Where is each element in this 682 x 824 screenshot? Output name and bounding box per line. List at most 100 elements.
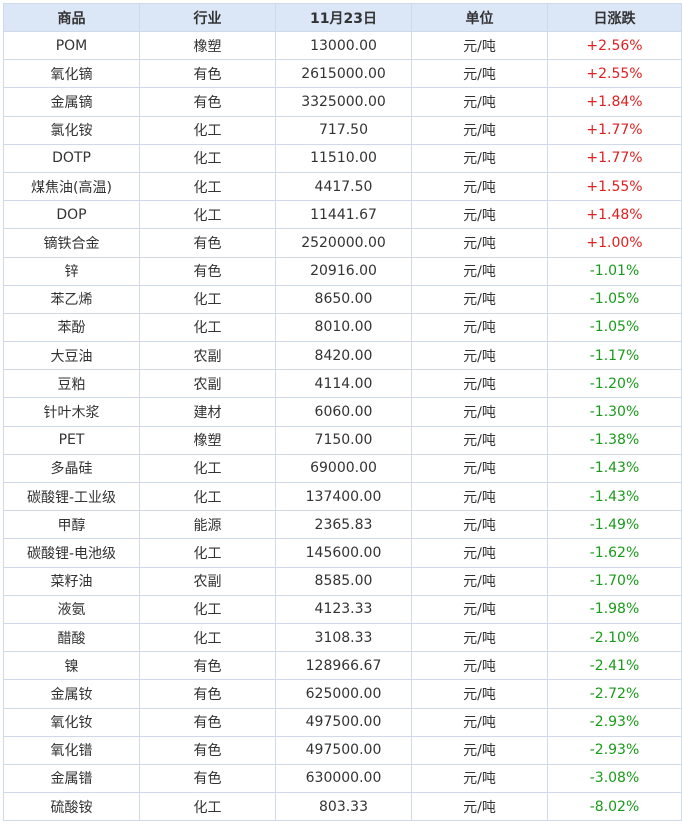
change-cell: +1.00% bbox=[547, 228, 682, 258]
unit-cell: 元/吨 bbox=[411, 538, 548, 568]
price-cell: 128966.67 bbox=[275, 651, 412, 681]
table-row: 氯化铵 化工 717.50 元/吨 +1.77% bbox=[3, 115, 682, 145]
change-cell: -8.02% bbox=[547, 792, 682, 822]
table-row: PET 橡塑 7150.00 元/吨 -1.38% bbox=[3, 425, 682, 455]
change-cell: -2.10% bbox=[547, 622, 682, 653]
industry-cell: 有色 bbox=[139, 59, 276, 89]
table-row: 碳酸锂-工业级 化工 137400.00 元/吨 -1.43% bbox=[3, 481, 682, 512]
unit-cell: 元/吨 bbox=[411, 566, 548, 596]
industry-cell: 化工 bbox=[139, 481, 276, 512]
industry-cell: 农副 bbox=[139, 566, 276, 596]
industry-cell: 有色 bbox=[139, 763, 276, 794]
price-cell: 497500.00 bbox=[275, 735, 412, 765]
table-row: 碳酸锂-电池级 化工 145600.00 元/吨 -1.62% bbox=[3, 538, 682, 568]
unit-cell: 元/吨 bbox=[411, 369, 548, 399]
industry-cell: 化工 bbox=[139, 538, 276, 568]
industry-cell: 化工 bbox=[139, 594, 276, 624]
change-cell: -1.62% bbox=[547, 538, 682, 568]
unit-cell: 元/吨 bbox=[411, 115, 548, 145]
unit-cell: 元/吨 bbox=[411, 341, 548, 371]
commodity-cell: 金属镨 bbox=[3, 763, 140, 794]
header-unit: 单位 bbox=[411, 3, 548, 32]
price-cell: 11510.00 bbox=[275, 143, 412, 173]
table-row: 金属镝 有色 3325000.00 元/吨 +1.84% bbox=[3, 87, 682, 117]
industry-cell: 农副 bbox=[139, 341, 276, 371]
price-cell: 69000.00 bbox=[275, 453, 412, 484]
price-cell: 4114.00 bbox=[275, 369, 412, 399]
table-row: 液氨 化工 4123.33 元/吨 -1.98% bbox=[3, 594, 682, 624]
commodity-cell: PET bbox=[3, 425, 140, 455]
price-cell: 8650.00 bbox=[275, 284, 412, 314]
industry-cell: 化工 bbox=[139, 792, 276, 822]
commodity-cell: 镝铁合金 bbox=[3, 228, 140, 258]
commodity-cell: 氧化镝 bbox=[3, 59, 140, 89]
table-row: 苯乙烯 化工 8650.00 元/吨 -1.05% bbox=[3, 284, 682, 314]
industry-cell: 橡塑 bbox=[139, 425, 276, 455]
table-row: 多晶硅 化工 69000.00 元/吨 -1.43% bbox=[3, 453, 682, 484]
table-row: 硫酸铵 化工 803.33 元/吨 -8.02% bbox=[3, 792, 682, 822]
commodity-cell: 锌 bbox=[3, 256, 140, 286]
table-row: 针叶木浆 建材 6060.00 元/吨 -1.30% bbox=[3, 397, 682, 427]
price-cell: 625000.00 bbox=[275, 679, 412, 709]
industry-cell: 化工 bbox=[139, 622, 276, 653]
table-row: 镝铁合金 有色 2520000.00 元/吨 +1.00% bbox=[3, 228, 682, 258]
price-cell: 630000.00 bbox=[275, 763, 412, 794]
commodity-cell: DOTP bbox=[3, 143, 140, 173]
commodity-cell: 醋酸 bbox=[3, 622, 140, 653]
industry-cell: 建材 bbox=[139, 397, 276, 427]
commodity-cell: 氧化钕 bbox=[3, 707, 140, 737]
change-cell: -1.70% bbox=[547, 566, 682, 596]
industry-cell: 有色 bbox=[139, 228, 276, 258]
unit-cell: 元/吨 bbox=[411, 679, 548, 709]
commodity-cell: 碳酸锂-工业级 bbox=[3, 481, 140, 512]
table-row: POM 橡塑 13000.00 元/吨 +2.56% bbox=[3, 30, 682, 61]
commodity-cell: 氯化铵 bbox=[3, 115, 140, 145]
table-row: 煤焦油(高温) 化工 4417.50 元/吨 +1.55% bbox=[3, 171, 682, 202]
industry-cell: 有色 bbox=[139, 735, 276, 765]
industry-cell: 化工 bbox=[139, 453, 276, 484]
change-cell: -1.30% bbox=[547, 397, 682, 427]
change-cell: +1.48% bbox=[547, 200, 682, 230]
change-cell: -2.93% bbox=[547, 735, 682, 765]
unit-cell: 元/吨 bbox=[411, 510, 548, 540]
unit-cell: 元/吨 bbox=[411, 594, 548, 624]
commodity-cell: 豆粕 bbox=[3, 369, 140, 399]
commodity-cell: 菜籽油 bbox=[3, 566, 140, 596]
industry-cell: 化工 bbox=[139, 284, 276, 314]
change-cell: -1.43% bbox=[547, 481, 682, 512]
unit-cell: 元/吨 bbox=[411, 284, 548, 314]
unit-cell: 元/吨 bbox=[411, 651, 548, 681]
unit-cell: 元/吨 bbox=[411, 397, 548, 427]
commodity-cell: POM bbox=[3, 30, 140, 61]
table-row: 菜籽油 农副 8585.00 元/吨 -1.70% bbox=[3, 566, 682, 596]
change-cell: -2.72% bbox=[547, 679, 682, 709]
change-cell: -1.01% bbox=[547, 256, 682, 286]
table-header: 商品 行业 11月23日 单位 日涨跌 bbox=[3, 3, 682, 32]
change-cell: -1.43% bbox=[547, 453, 682, 484]
price-cell: 8420.00 bbox=[275, 341, 412, 371]
industry-cell: 有色 bbox=[139, 707, 276, 737]
table-row: 醋酸 化工 3108.33 元/吨 -2.10% bbox=[3, 622, 682, 653]
change-cell: -2.93% bbox=[547, 707, 682, 737]
price-cell: 4417.50 bbox=[275, 171, 412, 202]
table-row: 氧化镝 有色 2615000.00 元/吨 +2.55% bbox=[3, 59, 682, 89]
unit-cell: 元/吨 bbox=[411, 707, 548, 737]
table-row: DOTP 化工 11510.00 元/吨 +1.77% bbox=[3, 143, 682, 173]
table-row: 大豆油 农副 8420.00 元/吨 -1.17% bbox=[3, 341, 682, 371]
change-cell: +2.56% bbox=[547, 30, 682, 61]
price-cell: 8010.00 bbox=[275, 312, 412, 343]
change-cell: -2.41% bbox=[547, 651, 682, 681]
table-row: 苯酚 化工 8010.00 元/吨 -1.05% bbox=[3, 312, 682, 343]
unit-cell: 元/吨 bbox=[411, 256, 548, 286]
industry-cell: 有色 bbox=[139, 651, 276, 681]
industry-cell: 农副 bbox=[139, 369, 276, 399]
price-cell: 20916.00 bbox=[275, 256, 412, 286]
price-cell: 11441.67 bbox=[275, 200, 412, 230]
price-cell: 2520000.00 bbox=[275, 228, 412, 258]
price-cell: 2615000.00 bbox=[275, 59, 412, 89]
unit-cell: 元/吨 bbox=[411, 763, 548, 794]
price-cell: 2365.83 bbox=[275, 510, 412, 540]
price-cell: 6060.00 bbox=[275, 397, 412, 427]
price-cell: 3108.33 bbox=[275, 622, 412, 653]
industry-cell: 有色 bbox=[139, 256, 276, 286]
